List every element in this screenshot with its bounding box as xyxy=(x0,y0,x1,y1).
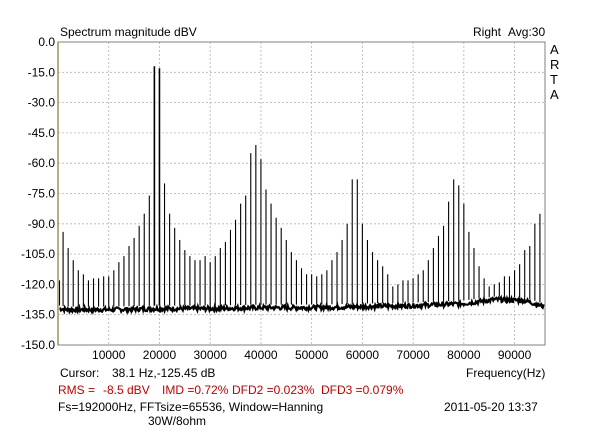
brand-letter: T xyxy=(550,72,558,87)
measurement-note: 30W/8ohm xyxy=(148,414,207,428)
dfd3-value: DFD3 =0.079% xyxy=(321,383,404,397)
noise-floor-trace xyxy=(59,294,545,316)
y-tick-label: -75.0 xyxy=(28,187,56,201)
x-tick-label: 40000 xyxy=(244,348,278,362)
x-tick-label: 70000 xyxy=(396,348,430,362)
y-tick-label: -60.0 xyxy=(28,156,56,170)
y-tick-label: -15.0 xyxy=(28,65,56,79)
average-label: Avg:30 xyxy=(508,25,546,39)
brand-letter: R xyxy=(550,57,560,72)
imd-value: IMD =0.72% xyxy=(162,383,229,397)
x-axis-ticks: 10000 20000 30000 40000 50000 60000 70000 80000… xyxy=(92,348,532,362)
x-tick-label: 20000 xyxy=(143,348,177,362)
harmonic-peaks xyxy=(58,66,541,307)
channel-label: Right xyxy=(473,25,502,39)
x-tick-label: 80000 xyxy=(447,348,481,362)
rms-label: RMS = xyxy=(58,383,96,397)
dfd2-value: DFD2 =0.023% xyxy=(232,383,315,397)
x-tick-label: 90000 xyxy=(498,348,532,362)
y-tick-label: -45.0 xyxy=(28,126,56,140)
cursor-value: 38.1 Hz,-125.45 dB xyxy=(112,366,216,380)
y-tick-label: -150.0 xyxy=(21,338,55,352)
analysis-settings: Fs=192000Hz, FFTsize=65536, Window=Hanni… xyxy=(58,400,324,414)
x-axis-label: Frequency(Hz) xyxy=(466,366,546,380)
brand-letter: A xyxy=(550,42,559,57)
x-tick-label: 30000 xyxy=(194,348,228,362)
y-tick-label: 0.0 xyxy=(38,35,55,49)
chart-title: Spectrum magnitude dBV xyxy=(60,25,197,39)
y-tick-label: -120.0 xyxy=(21,277,55,291)
timestamp: 2011-05-20 13:37 xyxy=(444,400,538,414)
x-tick-label: 10000 xyxy=(92,348,126,362)
y-axis-ticks: 0.0 -15.0 -30.0 -45.0 -60.0 -75.0 -90.0 -105.0 -… xyxy=(21,35,55,352)
y-tick-label: -90.0 xyxy=(28,217,56,231)
y-tick-label: -30.0 xyxy=(28,96,56,110)
cursor-label: Cursor: xyxy=(60,366,100,380)
x-tick-label: 60000 xyxy=(346,348,380,362)
plot-frame xyxy=(57,41,546,346)
y-tick-label: -105.0 xyxy=(21,247,55,261)
rms-value: -8.5 dBV xyxy=(103,383,150,397)
y-tick-label: -135.0 xyxy=(21,308,55,322)
x-tick-label: 50000 xyxy=(295,348,329,362)
brand-letter: A xyxy=(550,87,559,102)
